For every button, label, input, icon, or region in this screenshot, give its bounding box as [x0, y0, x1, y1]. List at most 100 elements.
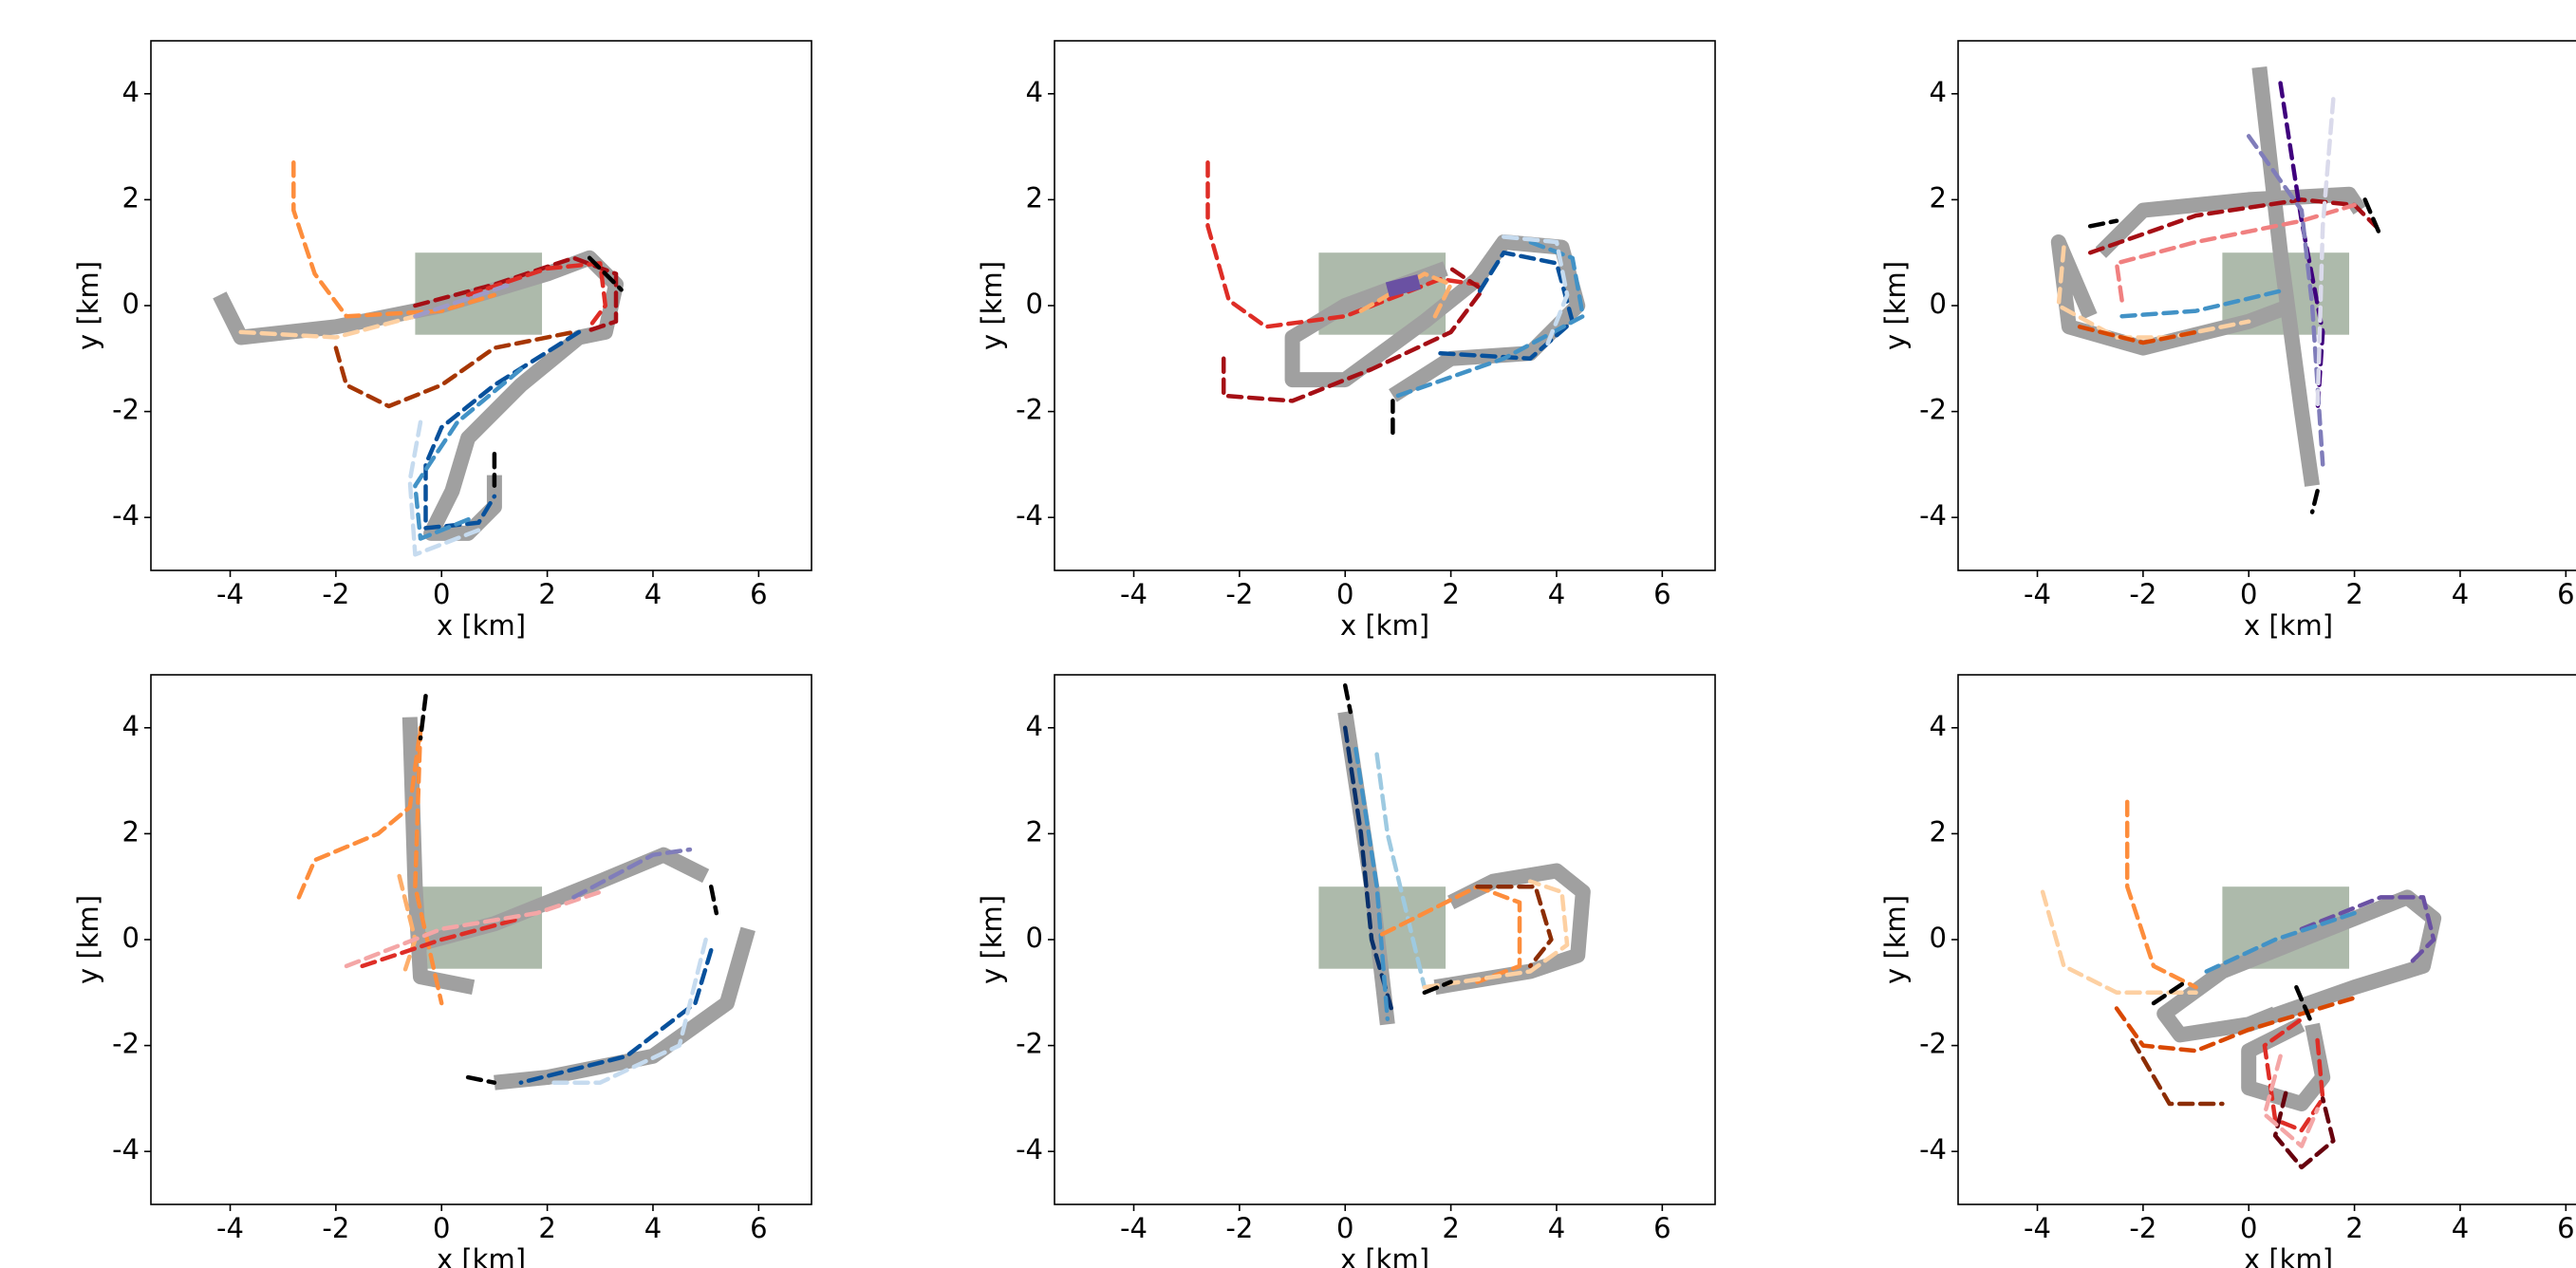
y-tick-label: -4	[112, 499, 140, 531]
y-tick-label: 4	[122, 710, 140, 742]
x-tick-label: 4	[644, 1212, 662, 1244]
x-axis-label: x [km]	[2244, 1243, 2333, 1268]
trajectory	[1379, 884, 1522, 984]
x-tick-label: 2	[2345, 578, 2362, 610]
trajectory	[2309, 489, 2320, 514]
y-axis-label: y [km]	[72, 261, 104, 350]
x-tick-label: -4	[2024, 578, 2051, 610]
trajectory	[238, 313, 418, 340]
y-tick-label: 2	[1026, 181, 1043, 214]
trajectory	[587, 255, 624, 292]
x-tick-label: -2	[1225, 1212, 1253, 1244]
trajectory	[2130, 1037, 2225, 1107]
x-tick-label: -2	[2129, 1212, 2156, 1244]
trajectory	[1374, 752, 1428, 990]
subplot: -4 -2 0 2 4 6 -4 -2 0 2 4 x [km] y [km]	[1879, 40, 2576, 642]
x-tick-label: 4	[1548, 578, 1565, 610]
x-tick-label: 0	[433, 578, 450, 610]
y-tick-label: 4	[122, 76, 140, 108]
x-tick-label: -4	[2024, 1212, 2051, 1244]
y-tick-label: 4	[1026, 76, 1043, 108]
reference-track	[2156, 889, 2442, 1043]
x-axis-label: x [km]	[437, 1243, 526, 1268]
plot-area	[2040, 799, 2442, 1170]
y-tick-label: -4	[1919, 499, 1947, 531]
y-tick-label: -4	[1016, 499, 1043, 531]
trajectory	[296, 725, 444, 1006]
trajectory	[2362, 197, 2383, 239]
trajectory	[1422, 979, 1453, 996]
plot-area	[1318, 682, 1591, 1026]
y-tick-label: 0	[1930, 288, 1947, 320]
trajectory	[465, 261, 608, 329]
trajectory	[407, 420, 487, 557]
y-tick-label: 2	[1026, 815, 1043, 848]
y-tick-label: 0	[1026, 922, 1043, 954]
trajectory	[2077, 325, 2198, 345]
y-tick-label: 2	[1930, 815, 1947, 848]
x-tick-label: -4	[1120, 1212, 1148, 1244]
y-tick-label: 0	[122, 288, 140, 320]
x-tick-label: 4	[644, 578, 662, 610]
y-tick-label: 2	[122, 815, 140, 848]
trajectory	[413, 366, 524, 541]
y-tick-label: -2	[1919, 1028, 1947, 1060]
subplot: -4 -2 0 2 4 6 -4 -2 0 2 4 x [km] y [km]	[976, 674, 1716, 1268]
x-tick-label: -2	[322, 578, 349, 610]
x-tick-label: 4	[2452, 1212, 2469, 1244]
trajectory	[2087, 197, 2379, 255]
x-axis-label: x [km]	[1340, 609, 1429, 642]
reference-track	[1284, 234, 1586, 402]
trajectory	[2299, 895, 2436, 969]
trajectory	[571, 847, 693, 900]
y-tick-label: 4	[1026, 710, 1043, 742]
trajectory	[291, 160, 497, 319]
reference-track	[213, 250, 624, 541]
trajectory	[2262, 1016, 2325, 1133]
trajectory	[2114, 202, 2357, 303]
trajectory	[2151, 979, 2188, 1006]
plot-area	[2050, 65, 2383, 514]
trajectory	[2204, 910, 2357, 974]
x-tick-label: 2	[2345, 1212, 2362, 1244]
reference-track	[1385, 274, 1422, 298]
x-tick-label: -2	[2129, 578, 2156, 610]
x-tick-label: -2	[322, 1212, 349, 1244]
y-tick-label: -4	[112, 1133, 140, 1165]
x-tick-label: 6	[2557, 1212, 2574, 1244]
x-tick-label: 0	[1336, 578, 1353, 610]
y-tick-label: 4	[1930, 76, 1947, 108]
x-tick-label: -2	[1225, 578, 1253, 610]
plot-area	[1205, 160, 1586, 436]
trajectory	[344, 889, 603, 969]
subplot: -4 -2 0 2 4 6 -4 -2 0 2 4 x [km] y [km]	[976, 40, 1716, 642]
y-tick-label: -4	[1919, 1133, 1947, 1165]
y-tick-label: 4	[1930, 710, 1947, 742]
x-tick-label: 2	[1442, 1212, 1459, 1244]
subplot: -4 -2 0 2 4 6 -4 -2 0 2 4 x [km] y [km]	[1879, 674, 2576, 1268]
plot-area	[296, 694, 756, 1091]
reference-track	[2095, 186, 2366, 258]
x-tick-label: 2	[538, 578, 555, 610]
trajectory	[2119, 288, 2288, 319]
plot-area	[213, 160, 624, 557]
trajectory	[2124, 799, 2198, 990]
x-tick-label: 6	[750, 1212, 767, 1244]
x-tick-label: 0	[2240, 578, 2257, 610]
trajectory	[2114, 996, 2357, 1054]
y-axis-label: y [km]	[1879, 261, 1912, 350]
trajectory	[2315, 97, 2336, 414]
trajectory	[1358, 271, 1453, 319]
y-tick-label: 2	[1930, 181, 1947, 214]
y-tick-label: 2	[122, 181, 140, 214]
x-tick-label: 2	[1442, 578, 1459, 610]
y-tick-label: -2	[1919, 394, 1947, 426]
subplot: -4 -2 0 2 4 6 -4 -2 0 2 4 x [km] y [km]	[72, 40, 812, 642]
x-tick-label: 0	[433, 1212, 450, 1244]
trajectory	[423, 329, 582, 531]
y-tick-label: -2	[1016, 1028, 1043, 1060]
trajectory	[1475, 884, 1554, 969]
trajectory	[413, 282, 513, 319]
trajectory	[1221, 266, 1485, 403]
